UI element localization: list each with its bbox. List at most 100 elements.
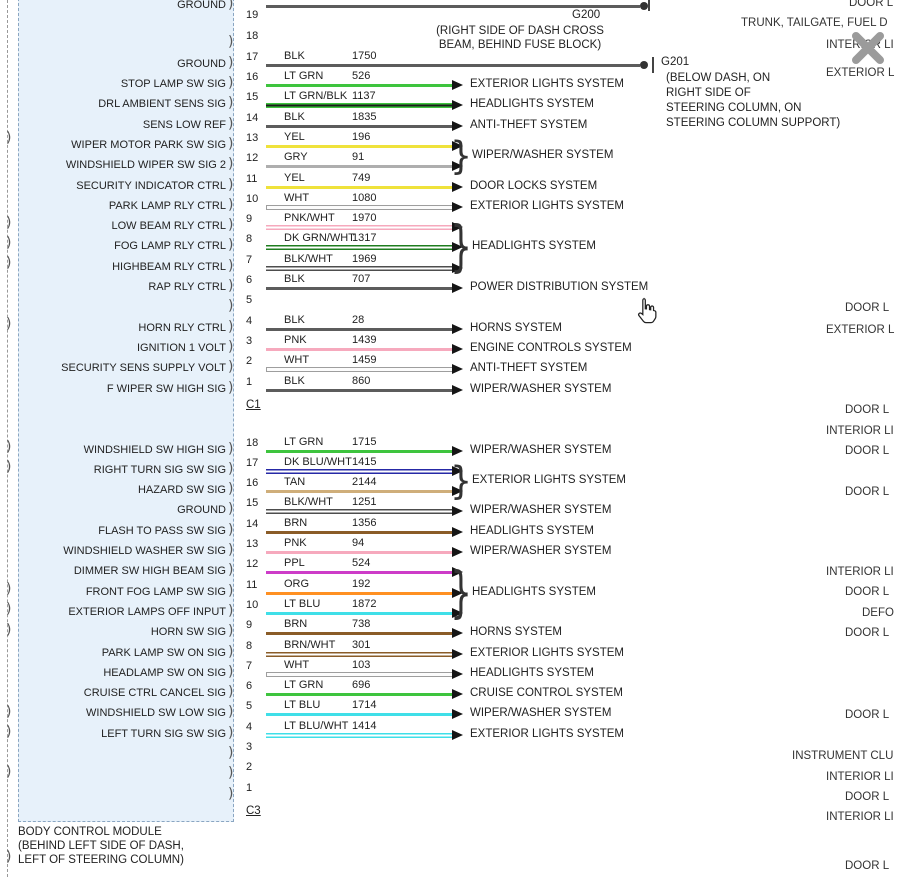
connector-label-c1[interactable]: C1 [246, 398, 261, 411]
wire [266, 84, 452, 87]
wire-color-label: BLK/WHT [284, 496, 333, 509]
pin-socket: ) [228, 643, 234, 660]
circuit-number: 1415 [352, 455, 377, 468]
wire-arrow-icon [452, 222, 463, 233]
ground-junction-dot [640, 2, 648, 10]
edge-system-label: INTERIOR LI [826, 566, 894, 578]
pin-number: 16 [246, 477, 259, 490]
circuit-number: 526 [352, 70, 371, 82]
signal-label: HAZARD SW SIG [137, 484, 226, 497]
wire-arrow-icon [452, 668, 463, 679]
wire-color-label: PNK/WHT [284, 212, 335, 225]
group-destination-label: WIPER/WASHER SYSTEM [472, 149, 614, 162]
wire-color-label: YEL [284, 130, 305, 143]
wire [266, 124, 452, 128]
left-partial-pin-socket: ) [6, 764, 12, 780]
wire-color-label: LT BLU [284, 597, 321, 610]
wire-color-label: BLK [284, 374, 305, 387]
ground-riser [648, 0, 650, 11]
circuit-number: 1414 [352, 719, 377, 732]
destination-system-label: HORNS SYSTEM [470, 321, 563, 334]
signal-label: RAP RLY CTRL [148, 281, 226, 293]
wire-color-label: WHT [284, 191, 310, 204]
pin-socket: ) [228, 460, 234, 477]
pin-socket: ) [228, 562, 234, 579]
pin-socket: ) [228, 663, 234, 680]
edge-system-label: EXTERIOR L [826, 324, 895, 336]
pin-socket: ) [228, 75, 234, 91]
left-partial-pin-socket: ) [6, 849, 12, 865]
pin-socket: ) [228, 115, 234, 132]
circuit-number: 2144 [352, 476, 377, 489]
left-partial-pin-socket: ) [6, 459, 12, 475]
signal-label: HORN RLY CTRL [138, 321, 226, 334]
connector-label-c3[interactable]: C3 [246, 804, 261, 817]
destination-system-label: WIPER/WASHER SYSTEM [470, 504, 612, 517]
destination-system-label: HEADLIGHTS SYSTEM [470, 524, 594, 537]
edge-system-label: TRUNK, TAILGATE, FUEL D [741, 17, 888, 29]
pin-socket: ) [228, 217, 234, 234]
signal-label: PARK LAMP RLY CTRL [108, 199, 226, 212]
wire-color-label: BLK [284, 313, 305, 326]
wire [266, 468, 452, 474]
pin-number: 12 [246, 152, 259, 165]
pin-socket: ) [228, 704, 234, 721]
circuit-number: 1439 [352, 333, 377, 346]
wire-color-label: BLK [284, 273, 305, 285]
edge-system-label: DOOR L [845, 302, 890, 314]
pin-socket: ) [228, 135, 234, 152]
wire [266, 509, 452, 515]
wire-arrow-icon [452, 384, 463, 395]
wire [266, 632, 452, 636]
wire-arrow-icon [452, 547, 463, 557]
signal-label: LEFT TURN SIG SW SIG [101, 727, 226, 740]
destination-system-label: ANTI-THEFT SYSTEM [470, 362, 588, 375]
pin-number: 6 [246, 274, 253, 286]
pin-socket: ) [228, 379, 234, 396]
signal-label: HORN SW SIG [150, 626, 226, 639]
wire-arrow-icon [452, 607, 463, 618]
pin-number: 7 [246, 253, 253, 266]
pin-number: 18 [246, 30, 259, 43]
pin-number: 19 [246, 9, 259, 21]
circuit-number: 1356 [352, 516, 377, 529]
pin-number: 18 [246, 436, 259, 449]
left-partial-pin-socket: ) [6, 601, 12, 617]
ground-g201-desc-2: RIGHT SIDE OF [666, 87, 751, 99]
wire-color-label: ORG [284, 577, 310, 590]
wire-color-label: BLK/WHT [284, 252, 333, 265]
pin-number: 9 [246, 619, 253, 632]
pin-number: 11 [246, 578, 258, 591]
signal-label: DRL AMBIENT SENS SIG [98, 98, 226, 111]
pin-socket: ) [228, 95, 234, 112]
wire-arrow-icon [452, 567, 463, 578]
wire [266, 490, 452, 494]
pin-socket: ) [228, 765, 234, 782]
circuit-number: 1872 [352, 597, 377, 610]
pin-number: 16 [246, 71, 259, 83]
group-brace: } [450, 560, 472, 625]
pin-number: 4 [246, 720, 253, 733]
left-partial-pin-socket: ) [6, 316, 12, 332]
signal-label: SENS LOW REF [142, 118, 226, 131]
destination-system-label: ANTI-THEFT SYSTEM [470, 118, 588, 131]
cursor-hand-icon [638, 297, 657, 324]
pin-number: 9 [246, 213, 253, 226]
close-button[interactable] [846, 26, 890, 70]
circuit-number: 196 [352, 130, 371, 143]
wire-arrow-icon [452, 262, 463, 273]
signal-label: PARK LAMP SW ON SIG [101, 646, 226, 659]
bcm-caption-line-1: BODY CONTROL MODULE [18, 826, 162, 838]
pin-number: 17 [246, 456, 259, 469]
wire-arrow-icon [452, 628, 463, 639]
bcm-caption-line-2: (BEHIND LEFT SIDE OF DASH, [18, 840, 184, 852]
pin-socket: ) [228, 501, 234, 518]
destination-system-label: WIPER/WASHER SYSTEM [470, 545, 612, 557]
pin-socket: ) [228, 257, 234, 274]
wire [266, 5, 640, 8]
pin-socket: ) [228, 481, 234, 498]
wire-color-label: BRN/WHT [284, 638, 336, 651]
pin-number: 3 [246, 741, 253, 753]
wire-arrow-icon [452, 80, 463, 90]
wire-arrow-icon [452, 242, 463, 253]
